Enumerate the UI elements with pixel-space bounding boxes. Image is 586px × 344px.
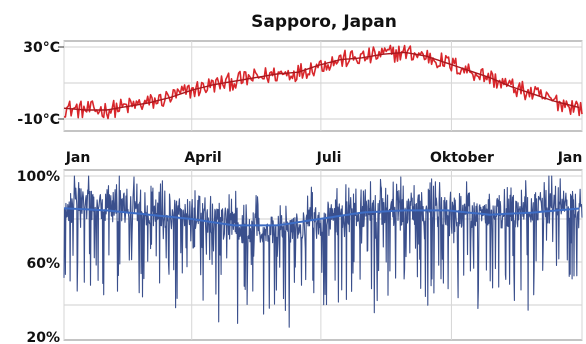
humidity-tick-label-20: 20% <box>26 330 60 344</box>
humidity-tick-label-100: 100% <box>17 169 60 185</box>
month-label-april: April <box>184 150 221 166</box>
temperature-plot-frame <box>63 40 583 132</box>
month-label-jan: Jan <box>65 150 91 166</box>
humidity-panel: 100% 60% 20% <box>17 169 583 344</box>
humidity-tick-label-60: 60% <box>26 256 60 272</box>
month-label-oktober: Oktober <box>430 150 494 166</box>
humidity-series <box>63 175 583 328</box>
month-label-juli: Juli <box>316 150 342 166</box>
temperature-daily-line <box>63 44 583 120</box>
temperature-series <box>63 44 583 120</box>
month-label-jan-end: Jan <box>557 150 583 166</box>
humidity-mean-line <box>63 207 580 227</box>
temperature-tick-label-high: 30°C <box>23 40 60 56</box>
temperature-mean-line <box>63 51 580 111</box>
temperature-tick-label-low: -10°C <box>17 112 60 128</box>
temperature-panel: 30°C -10°C <box>17 40 583 132</box>
month-labels: Jan April Juli Oktober Jan <box>65 150 583 166</box>
humidity-daily-line <box>63 175 583 328</box>
chart-title: Sapporo, Japan <box>251 12 397 32</box>
